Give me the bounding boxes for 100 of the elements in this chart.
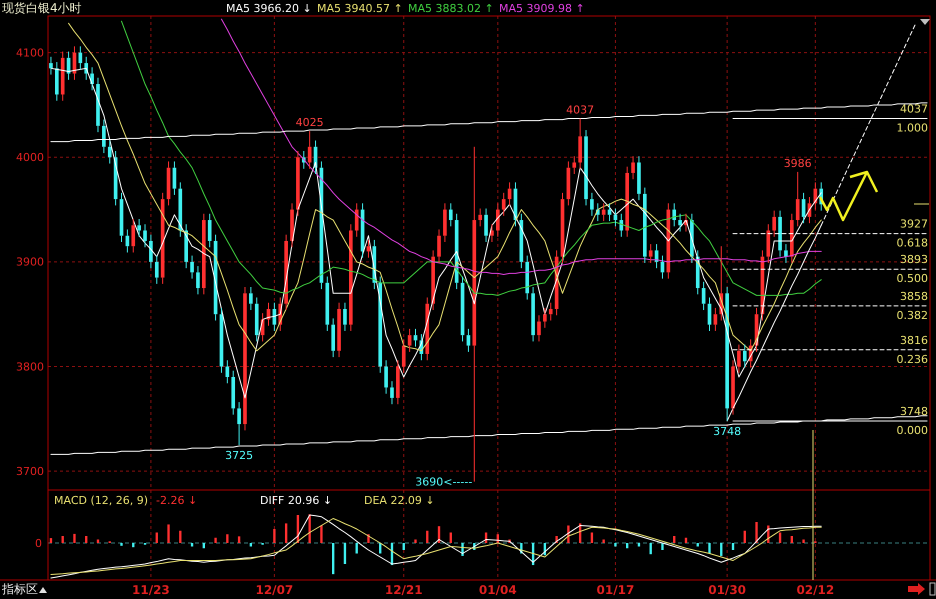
text: 指标区	[1, 582, 38, 596]
candlestick	[778, 210, 782, 258]
bar	[120, 543, 123, 546]
candlestick	[725, 286, 729, 422]
annotation: 3816	[900, 334, 928, 347]
candlestick	[702, 281, 706, 311]
annotation: 0.236	[896, 352, 928, 366]
x-tick-label: 01/30	[708, 583, 746, 597]
candlestick	[325, 276, 330, 332]
candlestick	[548, 302, 553, 321]
candlestick	[484, 208, 488, 243]
candlestick	[514, 182, 518, 227]
candlestick	[525, 255, 530, 300]
candlestick	[231, 370, 236, 416]
candlestick	[678, 213, 682, 232]
bar	[179, 530, 182, 543]
y-tick-label: 4000	[16, 151, 44, 164]
candlestick	[572, 156, 576, 174]
candlestick	[602, 202, 606, 222]
series-label: -2.26 ↓	[156, 494, 198, 507]
annotation: 4037	[566, 104, 594, 117]
candlestick	[49, 56, 53, 76]
bar	[720, 543, 722, 556]
candlestick	[714, 307, 718, 332]
bar	[250, 543, 252, 546]
candlestick	[72, 46, 76, 80]
candlestick	[448, 202, 453, 227]
text: 0	[35, 536, 42, 550]
bar	[696, 543, 699, 546]
candlestick	[578, 118, 582, 170]
candlestick	[296, 150, 300, 216]
annotation: 3690<-----	[415, 475, 472, 488]
candlestick	[390, 380, 394, 405]
candlestick	[502, 192, 506, 216]
annotation: 0.382	[896, 308, 928, 322]
candlestick	[178, 182, 182, 238]
bar	[320, 526, 323, 543]
y-tick-label: 3900	[16, 256, 44, 269]
candlestick	[566, 160, 570, 206]
y-tick-label: 3700	[16, 465, 44, 478]
annotation: 3893	[900, 253, 928, 266]
x-tick-label: 12/07	[255, 583, 294, 597]
candlestick	[802, 192, 806, 224]
candlestick	[742, 344, 747, 368]
candlestick	[637, 156, 641, 201]
candlestick	[120, 192, 124, 243]
candlestick	[466, 328, 470, 352]
bar	[214, 538, 217, 543]
candlestick	[408, 328, 412, 352]
candlestick	[478, 208, 482, 227]
candlestick	[537, 314, 541, 342]
bar	[308, 514, 311, 543]
bar	[296, 515, 300, 543]
candlestick	[60, 51, 65, 102]
bar	[226, 534, 229, 543]
bar	[744, 530, 746, 543]
text: MA5 3940.57 ↑	[317, 2, 403, 15]
bar	[332, 543, 334, 574]
candlestick	[354, 202, 359, 238]
candlestick	[414, 328, 418, 348]
bar	[614, 543, 617, 546]
candlestick	[608, 202, 612, 222]
candlestick	[160, 192, 164, 284]
annotation: 0.500	[896, 272, 928, 286]
bar	[85, 536, 88, 543]
x-tick-label: 01/04	[478, 583, 517, 597]
candlestick	[266, 302, 270, 326]
line-series	[121, 20, 822, 296]
bar	[156, 532, 158, 543]
candlestick	[384, 360, 388, 394]
annotation: 3748	[900, 404, 928, 418]
candlestick	[396, 360, 400, 405]
bar	[132, 543, 134, 548]
candlestick	[96, 77, 100, 133]
candlestick	[249, 286, 253, 311]
annotation: 0.618	[896, 236, 928, 250]
candlestick	[348, 224, 353, 332]
candlestick	[220, 307, 224, 374]
candlestick	[54, 62, 59, 102]
candlestick	[437, 228, 441, 264]
candlestick	[520, 213, 524, 269]
candlestick	[308, 130, 312, 170]
candlestick	[343, 302, 347, 332]
bar	[650, 543, 652, 554]
candlestick	[202, 213, 206, 295]
candlestick	[614, 208, 618, 227]
series-label: DIFF 20.96 ↓	[260, 494, 332, 507]
candlestick	[496, 202, 500, 238]
x-tick-label: 12/21	[384, 583, 423, 597]
annotation: 4037	[900, 102, 928, 116]
x-tick-label: 11/23	[132, 583, 170, 597]
candlestick	[584, 130, 588, 206]
candlestick	[196, 266, 200, 295]
bar	[590, 532, 594, 543]
annotation: 3748	[713, 424, 742, 438]
annotation: 3725	[225, 449, 254, 462]
candlestick	[648, 244, 653, 264]
candlestick	[102, 119, 106, 154]
annotation: 3927	[900, 218, 928, 231]
bar	[202, 543, 205, 548]
